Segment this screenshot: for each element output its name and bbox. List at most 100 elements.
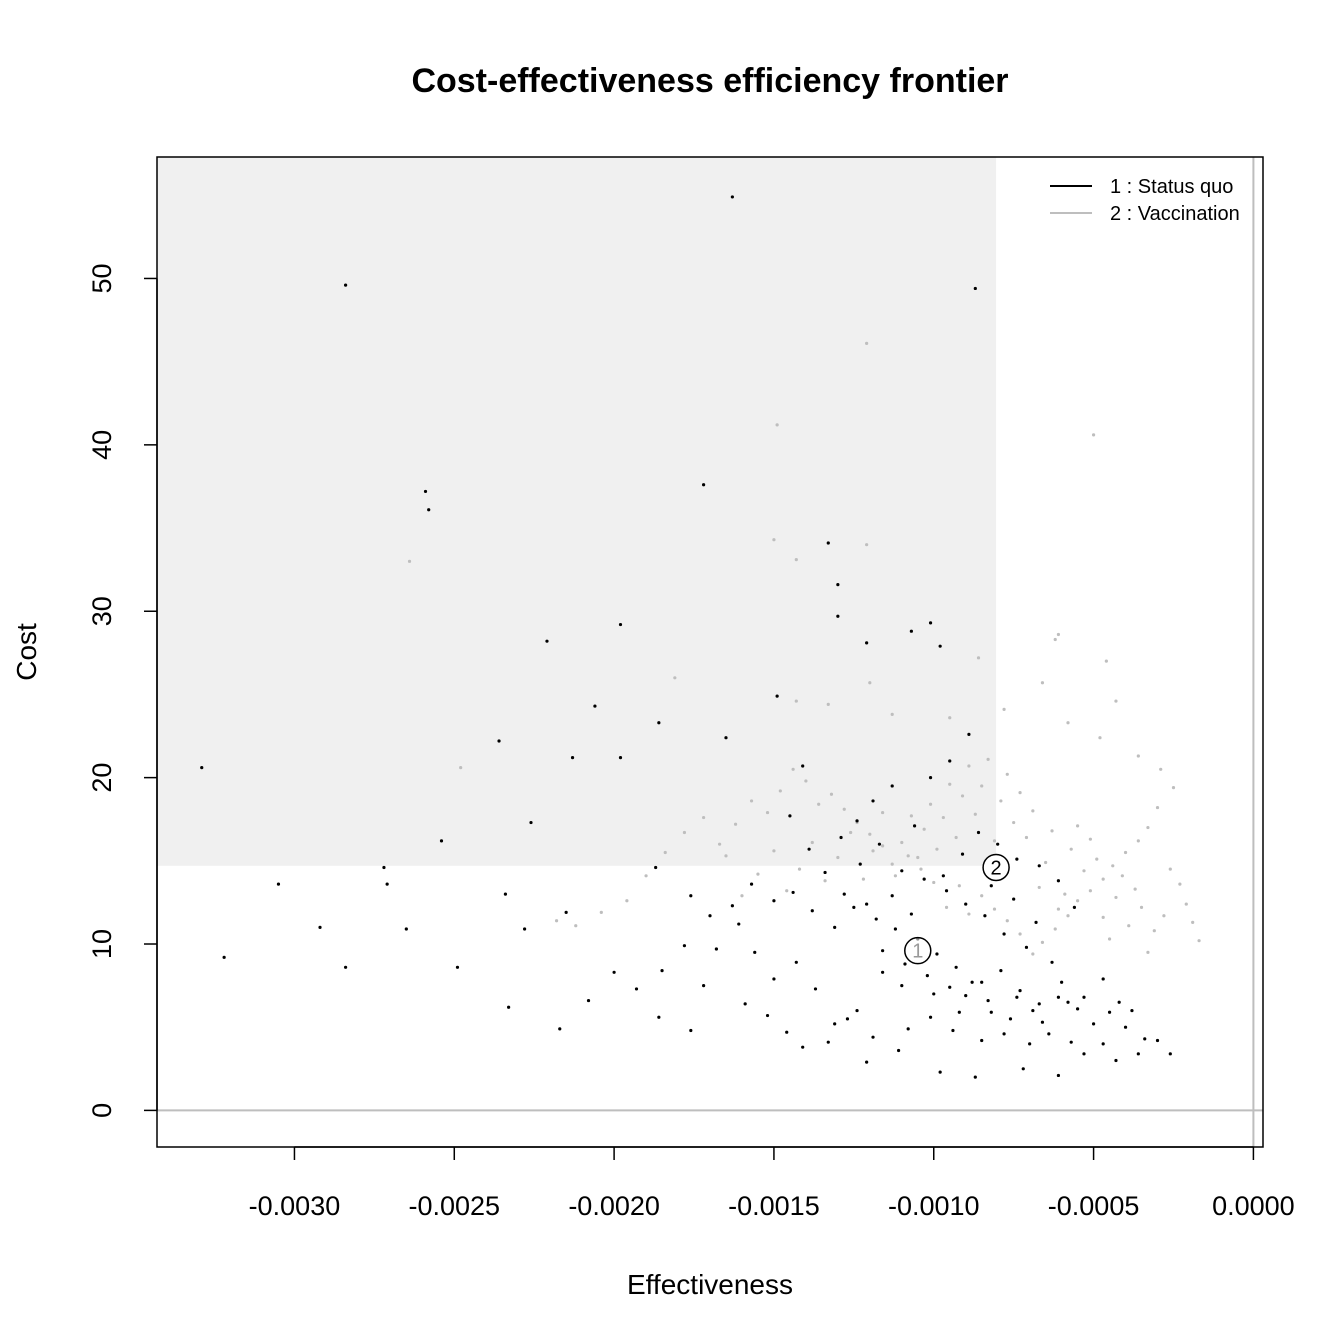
data-point bbox=[778, 789, 782, 793]
data-point bbox=[682, 830, 687, 835]
data-point bbox=[657, 1015, 661, 1019]
data-point bbox=[423, 489, 428, 494]
data-point bbox=[865, 1060, 869, 1064]
data-point bbox=[948, 985, 952, 989]
data-point bbox=[973, 1075, 977, 1079]
y-tick-label: 50 bbox=[87, 263, 117, 293]
data-point bbox=[1088, 837, 1092, 841]
data-point bbox=[529, 820, 533, 825]
data-point bbox=[893, 874, 897, 878]
data-point bbox=[1101, 977, 1105, 981]
data-point bbox=[967, 732, 971, 736]
data-point bbox=[865, 902, 869, 906]
data-point bbox=[455, 965, 460, 969]
data-point bbox=[855, 819, 859, 823]
data-point bbox=[823, 870, 827, 875]
data-point bbox=[992, 907, 997, 911]
data-point bbox=[973, 812, 977, 816]
data-point bbox=[593, 704, 597, 708]
data-point bbox=[682, 944, 687, 948]
data-point bbox=[618, 756, 623, 760]
data-point bbox=[1002, 1032, 1006, 1036]
data-point bbox=[960, 794, 965, 798]
data-point bbox=[823, 879, 827, 883]
data-point bbox=[1053, 637, 1057, 642]
data-point bbox=[724, 854, 728, 858]
data-point bbox=[765, 1013, 770, 1018]
data-point bbox=[1123, 1025, 1128, 1029]
data-point bbox=[797, 867, 802, 871]
data-point bbox=[1072, 905, 1077, 910]
data-point bbox=[986, 998, 990, 1003]
data-point bbox=[1082, 869, 1086, 873]
data-point bbox=[1076, 899, 1080, 903]
data-point bbox=[1056, 879, 1061, 883]
data-point bbox=[1015, 995, 1019, 999]
data-point bbox=[849, 830, 853, 835]
data-point bbox=[1056, 632, 1061, 637]
data-point bbox=[900, 869, 904, 873]
data-point bbox=[1114, 895, 1118, 900]
data-point bbox=[941, 874, 945, 878]
data-point bbox=[1191, 920, 1195, 924]
data-point bbox=[791, 890, 795, 895]
data-point bbox=[1047, 1032, 1051, 1036]
y-tick-label: 20 bbox=[87, 763, 117, 793]
data-point bbox=[890, 784, 894, 788]
data-point bbox=[1018, 988, 1022, 993]
data-point bbox=[1088, 889, 1092, 893]
data-point bbox=[785, 1030, 789, 1034]
data-point bbox=[865, 341, 869, 345]
data-point bbox=[772, 849, 776, 853]
data-point bbox=[804, 779, 808, 783]
data-point bbox=[1024, 835, 1029, 840]
data-point bbox=[1136, 839, 1140, 843]
data-point bbox=[976, 656, 981, 660]
data-point bbox=[1037, 885, 1041, 890]
data-point bbox=[938, 1070, 942, 1074]
data-point bbox=[717, 842, 722, 846]
data-point bbox=[497, 739, 501, 743]
data-point bbox=[871, 799, 875, 803]
data-point bbox=[1069, 1040, 1073, 1044]
data-point bbox=[657, 721, 661, 725]
data-point bbox=[276, 882, 281, 886]
data-point bbox=[896, 1048, 901, 1053]
data-point bbox=[852, 905, 856, 910]
mean-marker-2 bbox=[982, 853, 1010, 882]
data-point bbox=[385, 882, 389, 886]
data-point bbox=[1133, 887, 1137, 891]
data-point bbox=[1056, 1073, 1061, 1078]
series-2-points bbox=[407, 341, 1201, 956]
data-point bbox=[794, 558, 798, 562]
data-point bbox=[922, 877, 926, 881]
data-point bbox=[881, 970, 885, 974]
data-point bbox=[1155, 805, 1160, 810]
data-point bbox=[1005, 919, 1009, 923]
data-point bbox=[775, 423, 779, 427]
data-point bbox=[970, 980, 974, 984]
data-point bbox=[935, 847, 939, 851]
data-point bbox=[999, 799, 1003, 803]
legend-label-2: 2 : Vaccination bbox=[1110, 203, 1240, 225]
data-point bbox=[826, 1040, 830, 1044]
data-point bbox=[625, 899, 629, 903]
data-point bbox=[545, 639, 549, 643]
data-point bbox=[877, 842, 882, 846]
data-point bbox=[996, 842, 1000, 846]
x-tick-label: -0.0025 bbox=[408, 1191, 500, 1221]
data-point bbox=[900, 840, 904, 845]
data-point bbox=[1069, 847, 1073, 851]
data-point bbox=[1146, 825, 1150, 830]
data-point bbox=[868, 681, 872, 685]
data-point bbox=[743, 1002, 747, 1006]
data-point bbox=[558, 1027, 562, 1031]
data-point bbox=[689, 894, 693, 898]
data-point bbox=[964, 993, 968, 998]
data-point bbox=[1114, 1058, 1118, 1063]
data-point bbox=[980, 1038, 984, 1043]
data-point bbox=[222, 955, 226, 959]
data-point bbox=[200, 766, 204, 770]
data-point bbox=[714, 947, 718, 951]
data-point bbox=[833, 1022, 837, 1026]
